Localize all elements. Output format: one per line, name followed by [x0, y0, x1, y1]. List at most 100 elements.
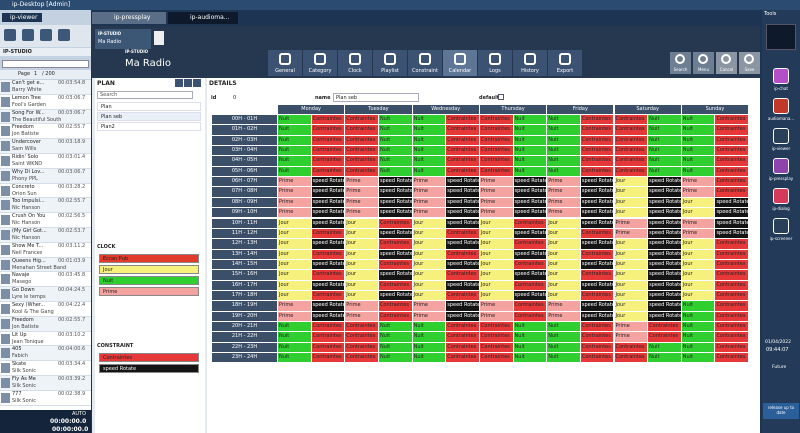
- schedule-slot[interactable]: Nuit: [547, 342, 580, 353]
- schedule-slot[interactable]: Jour: [681, 249, 715, 259]
- schedule-slot[interactable]: Contraintes: [513, 239, 547, 249]
- schedule-slot[interactable]: speed Rotate: [446, 177, 479, 187]
- action-button[interactable]: Search: [670, 52, 691, 74]
- schedule-slot[interactable]: Contraintes: [715, 135, 749, 146]
- schedule-slot[interactable]: Prime: [681, 187, 715, 197]
- schedule-slot[interactable]: Nuit: [412, 322, 446, 332]
- schedule-slot[interactable]: Contraintes: [580, 156, 614, 166]
- schedule-slot[interactable]: Contraintes: [513, 311, 547, 321]
- schedule-slot[interactable]: Contraintes: [715, 125, 749, 135]
- schedule-slot[interactable]: Nuit: [547, 332, 580, 342]
- song-item[interactable]: Can't get e... 00:03:54.8 Barry White: [0, 80, 91, 95]
- schedule-slot[interactable]: Jour: [614, 301, 648, 311]
- schedule-slot[interactable]: Jour: [614, 249, 648, 259]
- schedule-slot[interactable]: Contraintes: [715, 270, 749, 280]
- schedule-slot[interactable]: Jour: [681, 280, 715, 290]
- schedule-slot[interactable]: Prime: [479, 208, 513, 218]
- schedule-slot[interactable]: speed Rotate: [648, 311, 681, 321]
- schedule-slot[interactable]: Jour: [547, 280, 580, 290]
- schedule-slot[interactable]: Contraintes: [580, 322, 614, 332]
- schedule-slot[interactable]: Nuit: [513, 353, 547, 363]
- plan-search[interactable]: Search: [97, 91, 193, 99]
- toolbar-button[interactable]: Constraint: [408, 50, 442, 76]
- schedule-slot[interactable]: Contraintes: [345, 166, 378, 177]
- clock-item[interactable]: Nuit: [99, 276, 199, 285]
- schedule-slot[interactable]: Jour: [614, 259, 648, 270]
- schedule-slot[interactable]: speed Rotate: [580, 197, 614, 208]
- schedule-slot[interactable]: Nuit: [547, 146, 580, 156]
- schedule-slot[interactable]: Contraintes: [580, 270, 614, 280]
- schedule-slot[interactable]: Prime: [547, 197, 580, 208]
- schedule-slot[interactable]: Jour: [614, 239, 648, 249]
- schedule-slot[interactable]: speed Rotate: [446, 301, 479, 311]
- schedule-slot[interactable]: Contraintes: [479, 166, 513, 177]
- schedule-slot[interactable]: Prime: [479, 197, 513, 208]
- schedule-slot[interactable]: Contraintes: [715, 249, 749, 259]
- schedule-slot[interactable]: Contraintes: [446, 146, 479, 156]
- schedule-slot[interactable]: speed Rotate: [513, 290, 547, 301]
- schedule-slot[interactable]: Prime: [412, 177, 446, 187]
- schedule-slot[interactable]: Jour: [479, 290, 513, 301]
- schedule-slot[interactable]: Contraintes: [614, 125, 648, 135]
- schedule-slot[interactable]: Contraintes: [345, 342, 378, 353]
- schedule-slot[interactable]: Prime: [345, 301, 378, 311]
- schedule-slot[interactable]: Nuit: [378, 135, 412, 146]
- tool-icon[interactable]: [22, 29, 34, 41]
- schedule-slot[interactable]: Prime: [681, 218, 715, 228]
- schedule-slot[interactable]: Contraintes: [345, 146, 378, 156]
- schedule-slot[interactable]: Prime: [681, 177, 715, 187]
- schedule-slot[interactable]: Contraintes: [715, 311, 749, 321]
- schedule-slot[interactable]: Nuit: [513, 332, 547, 342]
- song-item[interactable]: Skate 00:03:34.4 Silk Sonic: [0, 361, 91, 376]
- schedule-slot[interactable]: speed Rotate: [311, 301, 345, 311]
- schedule-slot[interactable]: Nuit: [513, 342, 547, 353]
- schedule-slot[interactable]: Nuit: [378, 166, 412, 177]
- song-item[interactable]: Freedom 00:02:55.7 Jon Batiste: [0, 316, 91, 332]
- schedule-slot[interactable]: speed Rotate: [580, 208, 614, 218]
- song-item[interactable]: Fly As Me 00:03:39.2 Silk Sonic: [0, 376, 91, 391]
- schedule-slot[interactable]: Contraintes: [479, 115, 513, 125]
- schedule-slot[interactable]: Contraintes: [715, 115, 749, 125]
- action-button[interactable]: Menu: [693, 52, 714, 74]
- schedule-slot[interactable]: Nuit: [378, 322, 412, 332]
- schedule-slot[interactable]: Prime: [547, 208, 580, 218]
- schedule-slot[interactable]: Nuit: [412, 166, 446, 177]
- app-tab[interactable]: ip-pressplay: [92, 12, 166, 24]
- schedule-slot[interactable]: Nuit: [648, 353, 681, 363]
- schedule-slot[interactable]: speed Rotate: [378, 197, 412, 208]
- schedule-slot[interactable]: Prime: [412, 197, 446, 208]
- schedule-slot[interactable]: Contraintes: [513, 218, 547, 228]
- schedule-slot[interactable]: Nuit: [547, 353, 580, 363]
- schedule-slot[interactable]: speed Rotate: [311, 197, 345, 208]
- schedule-slot[interactable]: Contraintes: [311, 156, 345, 166]
- schedule-slot[interactable]: Nuit: [278, 342, 311, 353]
- schedule-slot[interactable]: Jour: [278, 270, 311, 280]
- schedule-slot[interactable]: Nuit: [412, 135, 446, 146]
- schedule-slot[interactable]: Contraintes: [311, 290, 345, 301]
- schedule-slot[interactable]: Contraintes: [311, 146, 345, 156]
- schedule-slot[interactable]: Nuit: [681, 342, 715, 353]
- schedule-slot[interactable]: Jour: [345, 239, 378, 249]
- schedule-slot[interactable]: Contraintes: [446, 135, 479, 146]
- song-item[interactable]: 777 00:02:38.9 Silk Sonic: [0, 390, 91, 406]
- schedule-slot[interactable]: Prime: [479, 301, 513, 311]
- schedule-slot[interactable]: Nuit: [681, 332, 715, 342]
- search-field[interactable]: [2, 60, 89, 68]
- schedule-slot[interactable]: Prime: [278, 197, 311, 208]
- schedule-slot[interactable]: Contraintes: [614, 156, 648, 166]
- schedule-slot[interactable]: Contraintes: [311, 125, 345, 135]
- schedule-slot[interactable]: Nuit: [648, 166, 681, 177]
- schedule-slot[interactable]: Contraintes: [479, 146, 513, 156]
- schedule-slot[interactable]: Prime: [345, 177, 378, 187]
- song-item[interactable]: Crush On You 00:02:56.5 Nic Hanson: [0, 213, 91, 228]
- tool-launcher[interactable]: ip-viewer: [765, 128, 797, 156]
- song-item[interactable]: Sexy (Wher... 00:04:22.4 Kool & The Gang: [0, 302, 91, 317]
- song-item[interactable]: 405 00:04:00.6 Fabich: [0, 346, 91, 362]
- schedule-slot[interactable]: Nuit: [547, 166, 580, 177]
- schedule-slot[interactable]: speed Rotate: [580, 311, 614, 321]
- schedule-slot[interactable]: Jour: [345, 218, 378, 228]
- schedule-slot[interactable]: Contraintes: [580, 166, 614, 177]
- schedule-slot[interactable]: Jour: [681, 208, 715, 218]
- schedule-slot[interactable]: Nuit: [412, 115, 446, 125]
- schedule-slot[interactable]: Jour: [479, 270, 513, 280]
